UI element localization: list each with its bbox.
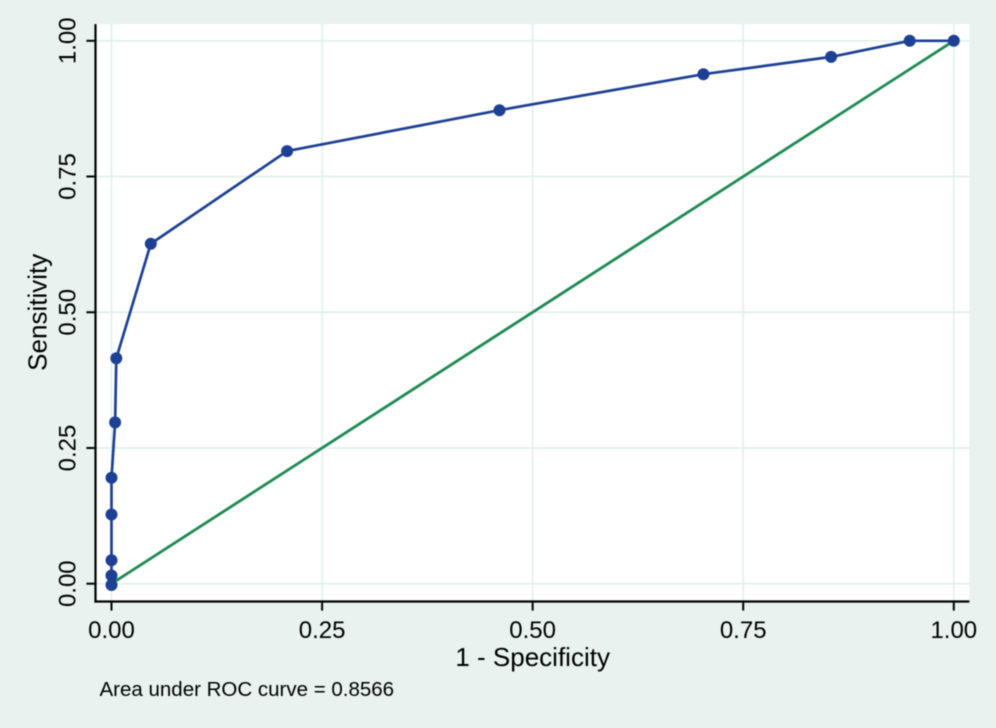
svg-text:0.50: 0.50 (55, 289, 82, 336)
svg-text:0.75: 0.75 (720, 617, 767, 644)
svg-text:Sensitivity: Sensitivity (23, 254, 53, 371)
svg-text:0.25: 0.25 (55, 425, 82, 472)
svg-text:Area under ROC curve = 0.8566: Area under ROC curve = 0.8566 (100, 678, 395, 701)
svg-text:0.00: 0.00 (88, 617, 135, 644)
svg-text:0.50: 0.50 (509, 617, 556, 644)
svg-text:0.75: 0.75 (55, 153, 82, 200)
svg-text:0.25: 0.25 (299, 617, 346, 644)
svg-text:0.00: 0.00 (55, 560, 82, 607)
svg-text:1.00: 1.00 (930, 617, 977, 644)
svg-text:1 - Specificity: 1 - Specificity (455, 642, 610, 672)
svg-text:1.00: 1.00 (55, 17, 82, 64)
